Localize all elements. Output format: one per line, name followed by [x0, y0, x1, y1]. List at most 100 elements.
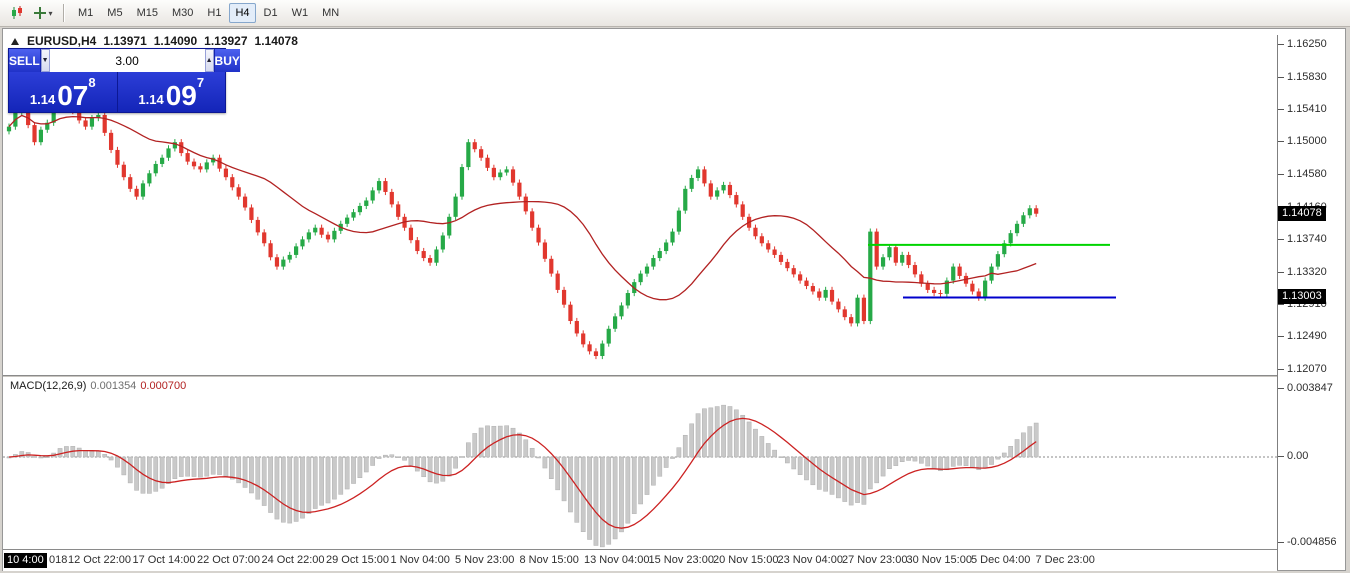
candle [523, 193, 528, 215]
timeframe-w1[interactable]: W1 [286, 3, 315, 23]
candlestick-glyph [12, 6, 22, 19]
macd-histogram-bar [440, 456, 446, 482]
sell-button[interactable]: SELL [9, 49, 41, 72]
macd-histogram-bar [300, 456, 305, 519]
price-chart[interactable] [3, 35, 1277, 375]
time-axis-label: 17 Oct 14:00 [132, 554, 196, 566]
candle [453, 193, 458, 220]
macd-histogram-bar [44, 456, 50, 458]
macd-chart[interactable] [3, 377, 1277, 549]
macd-histogram-bar [497, 425, 503, 458]
sell-price[interactable]: 1.14 07 8 [9, 72, 117, 112]
panel-divider[interactable] [3, 375, 1277, 377]
candle [798, 271, 803, 284]
macd-histogram-bar [108, 456, 114, 461]
volume-input[interactable] [49, 49, 205, 72]
time-axis-label: 27 Nov 23:00 [842, 554, 908, 566]
candle [842, 306, 847, 321]
candlestick-chart-icon[interactable] [5, 3, 29, 23]
macd-histogram-bar [791, 456, 797, 470]
macd-histogram-bar [682, 434, 688, 458]
macd-histogram-bar [785, 456, 790, 464]
macd-histogram-bar [982, 456, 988, 469]
macd-histogram-bar [274, 456, 280, 520]
crosshair-dropdown[interactable]: ▾ [31, 3, 55, 23]
volume-decrease-button[interactable]: ▼ [40, 49, 50, 72]
timeframe-m1[interactable]: M1 [72, 3, 99, 23]
price-tick-label: 1.15000 [1278, 135, 1327, 148]
macd-histogram-bar [772, 449, 777, 458]
candle [791, 265, 796, 278]
candle [466, 139, 471, 171]
candle [370, 187, 375, 204]
macd-histogram-bar [357, 456, 363, 479]
hline-price-tag: 1.13003 [1278, 289, 1326, 305]
macd-histogram-bar [797, 456, 803, 475]
price-tick-label: 1.16250 [1278, 38, 1327, 50]
macd-histogram-bar [651, 456, 656, 486]
volume-increase-button[interactable]: ▲ [204, 49, 214, 72]
timeframe-mn[interactable]: MN [316, 3, 345, 23]
timeframe-m5[interactable]: M5 [101, 3, 128, 23]
buy-button[interactable]: BUY [213, 49, 240, 72]
candle [887, 244, 892, 261]
macd-histogram-bar [166, 456, 171, 484]
candle [644, 263, 650, 277]
candle [185, 149, 190, 165]
candle [102, 111, 107, 136]
macd-histogram-bar [548, 456, 554, 479]
candle [6, 123, 12, 135]
chart-expand-icon[interactable] [11, 37, 19, 45]
macd-histogram-bar [727, 406, 733, 458]
time-axis[interactable]: 10 4:00 018 12 Oct 22:00 17 Oct 14:00 22 O… [3, 549, 1277, 571]
toolbar-separator [63, 4, 64, 22]
buy-price[interactable]: 1.14 09 7 [118, 72, 226, 112]
candle [574, 317, 579, 337]
macd-histogram-bar [376, 456, 382, 459]
macd-histogram-bar [178, 456, 184, 477]
candle [957, 263, 962, 280]
macd-histogram-bar [89, 450, 95, 458]
timeframe-h1[interactable]: H1 [201, 3, 227, 23]
candle [294, 243, 299, 259]
macd-histogram-bar [536, 456, 541, 459]
timeframe-m30[interactable]: M30 [166, 3, 199, 23]
candle [211, 154, 216, 166]
candle [817, 288, 822, 301]
candle [568, 301, 573, 325]
macd-histogram-bar [1014, 439, 1020, 458]
chart-window: EURUSD,H4 1.13971 1.14090 1.13927 1.1407… [2, 28, 1346, 571]
candle [389, 188, 394, 208]
macd-histogram-bar [351, 456, 356, 484]
candle [485, 154, 490, 171]
macd-histogram-bar [185, 456, 190, 477]
macd-histogram-bar [153, 456, 159, 492]
macd-histogram-bar [918, 456, 924, 464]
macd-histogram-bar [472, 433, 478, 458]
macd-histogram-bar [261, 456, 267, 506]
time-axis-label: 22 Oct 07:00 [197, 554, 260, 566]
macd-histogram-bar [1033, 422, 1039, 458]
candle [325, 231, 331, 243]
candle [96, 111, 101, 122]
candle [249, 204, 254, 224]
timeframe-h4[interactable]: H4 [229, 3, 256, 23]
time-axis-label: 30 Nov 15:00 [906, 554, 972, 566]
candle [140, 180, 146, 200]
candle [581, 330, 586, 348]
timeframe-m15[interactable]: M15 [131, 3, 164, 23]
moving-average-line [8, 114, 1037, 301]
macd-histogram-bar [778, 456, 784, 458]
macd-histogram-bar [293, 456, 299, 522]
macd-histogram-bar [689, 423, 695, 458]
candle [191, 158, 197, 170]
candle [459, 163, 465, 200]
candle [38, 126, 43, 146]
macd-histogram-bar [580, 456, 586, 532]
candle [479, 146, 484, 161]
macd-histogram-bar [599, 456, 605, 548]
macd-histogram-bar [893, 456, 899, 466]
price-axis[interactable]: 1.14078 1.13003 0.003847 0.00 -0.004856 … [1277, 35, 1345, 570]
timeframe-d1[interactable]: D1 [258, 3, 284, 23]
macd-histogram-bar [38, 456, 44, 459]
